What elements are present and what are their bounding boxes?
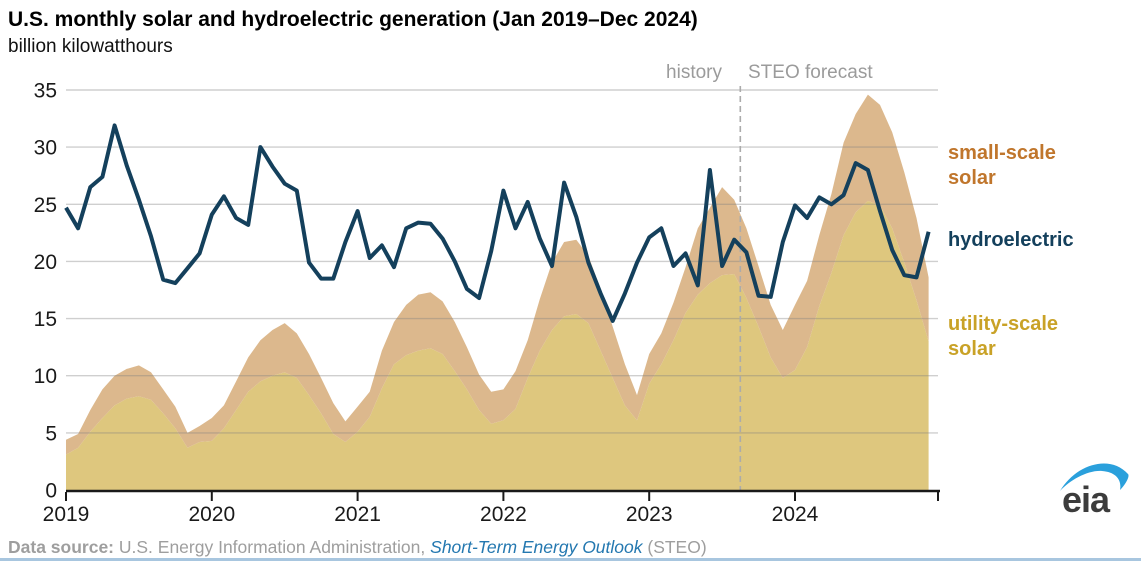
legend-hydroelectric: hydroelectric (948, 229, 1074, 251)
chart-unit-subtitle: billion kilowatthours (8, 36, 173, 57)
x-tick-label: 2023 (626, 503, 673, 526)
x-tick-label: 2019 (43, 503, 90, 526)
y-tick-label: 35 (34, 80, 57, 103)
x-tick-label: 2020 (188, 503, 235, 526)
small-scale-solar-area (66, 94, 929, 455)
y-tick-label: 0 (45, 480, 57, 503)
y-tick-label: 25 (34, 194, 57, 217)
data-source-suffix: (STEO) (642, 537, 707, 557)
legend-small-scale-solar: small-scale solar (948, 142, 1056, 189)
eia-logo: eia (1060, 463, 1129, 518)
y-tick-label: 10 (34, 365, 57, 388)
y-tick-label: 30 (34, 137, 57, 160)
data-source-label: Data source: (8, 537, 115, 557)
chart-title: U.S. monthly solar and hydroelectric gen… (8, 8, 698, 31)
utility-scale-solar-area (66, 200, 929, 490)
bottom-divider (0, 558, 1141, 561)
y-tick-label: 15 (34, 308, 57, 331)
x-tick-label: 2022 (480, 503, 527, 526)
eia-logo-text: eia (1062, 479, 1111, 518)
steo-link[interactable]: Short-Term Energy Outlook (430, 537, 643, 557)
x-tick-label: 2024 (772, 503, 819, 526)
history-annotation: history (666, 62, 722, 83)
y-tick-label: 5 (45, 422, 57, 445)
y-tick-label: 20 (34, 251, 57, 274)
eia-logo-swoosh-icon (1060, 463, 1129, 491)
steo-forecast-annotation: STEO forecast (748, 62, 873, 83)
x-tick-label: 2021 (334, 503, 381, 526)
hydroelectric-line (64, 123, 931, 323)
data-source-line: Data source: U.S. Energy Information Adm… (8, 537, 707, 558)
legend-utility-scale-solar: utility-scale solar (948, 313, 1059, 360)
data-source-text: U.S. Energy Information Administration, (114, 537, 431, 557)
